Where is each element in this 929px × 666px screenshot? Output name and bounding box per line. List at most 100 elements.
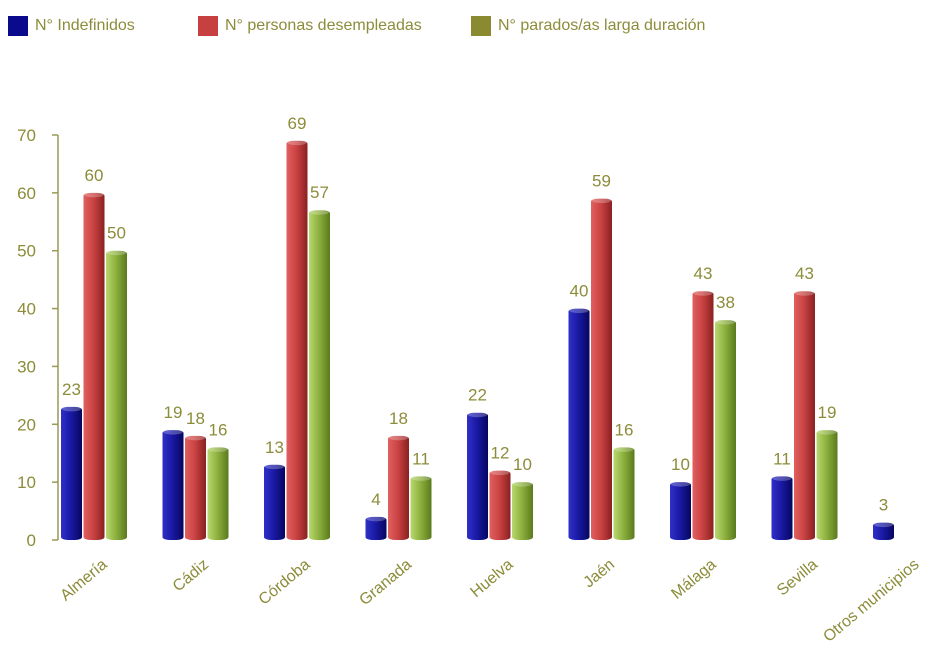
legend-label-larga-duracion: N° parados/as larga duración	[498, 17, 706, 34]
bar-top-highlight	[490, 470, 510, 476]
bar-0-1	[162, 430, 184, 540]
category-label-7: Sevilla	[774, 556, 821, 599]
category-label-3: Granada	[356, 556, 415, 609]
bar-2-4	[512, 482, 533, 540]
bar-0-3	[365, 516, 387, 540]
bar-2-0	[106, 250, 127, 540]
data-label-2-5: 16	[615, 420, 634, 439]
data-label-0-8: 3	[879, 496, 888, 515]
y-tick-label: 30	[17, 357, 36, 376]
y-tick-label: 10	[17, 473, 36, 492]
bar-1-5	[591, 198, 612, 540]
bar-0-0	[61, 406, 82, 540]
bar-top-highlight	[716, 319, 735, 325]
data-label-0-6: 10	[671, 455, 690, 474]
bar-top-highlight	[287, 140, 307, 146]
data-label-2-7: 19	[818, 403, 837, 422]
bar-top-highlight	[513, 481, 532, 487]
bar-top-highlight	[693, 290, 713, 296]
category-label-4: Huelva	[467, 556, 516, 601]
bar-0-5	[568, 308, 590, 540]
y-tick-label: 60	[17, 184, 36, 203]
data-label-1-5: 59	[592, 172, 611, 191]
y-tick-label: 50	[17, 242, 36, 261]
data-label-1-3: 18	[389, 409, 408, 428]
data-label-1-2: 69	[288, 114, 307, 133]
legend-item-indefinidos: N° Indefinidos	[8, 16, 135, 36]
legend-label-indefinidos: N° Indefinidos	[35, 17, 135, 34]
data-label-2-6: 38	[716, 293, 735, 312]
bar-1-3	[388, 435, 409, 540]
y-tick-label: 70	[17, 126, 36, 145]
category-label-5: Jaén	[581, 556, 619, 591]
legend-swatch-larga-duracion	[471, 16, 491, 36]
data-label-2-2: 57	[310, 183, 329, 202]
category-label-1: Cádiz	[170, 556, 212, 595]
bar-top-highlight	[874, 522, 893, 528]
legend-item-larga-duracion: N° parados/as larga duración	[471, 16, 705, 36]
bar-1-7	[794, 291, 815, 540]
category-label-2: Córdoba	[256, 556, 314, 609]
bar-2-5	[613, 447, 635, 540]
bar-top-highlight	[107, 250, 126, 256]
data-label-1-6: 43	[694, 264, 713, 283]
data-label-1-1: 18	[186, 409, 205, 428]
data-label-0-7: 11	[773, 449, 791, 468]
y-tick-label: 20	[17, 415, 36, 434]
bar-top-highlight	[366, 516, 386, 522]
legend-label-desempleadas: N° personas desempleadas	[225, 17, 422, 34]
bar-top-highlight	[817, 429, 837, 435]
data-label-1-7: 43	[795, 264, 814, 283]
bar-2-7	[816, 430, 838, 540]
category-label-8: Otros municipios	[820, 556, 922, 646]
bar-top-highlight	[389, 435, 408, 441]
data-label-2-0: 50	[107, 224, 126, 243]
bar-0-4	[467, 412, 488, 540]
data-label-2-3: 11	[412, 449, 430, 468]
bar-top-highlight	[163, 429, 183, 435]
bar-1-0	[83, 192, 105, 540]
bar-top-highlight	[592, 198, 611, 204]
legend-swatch-indefinidos	[8, 16, 28, 36]
bar-0-6	[670, 482, 691, 540]
category-label-6: Málaga	[668, 556, 719, 603]
bar-top-highlight	[84, 192, 104, 198]
bar-top-highlight	[62, 406, 81, 412]
data-label-0-4: 22	[468, 386, 487, 405]
bar-top-highlight	[795, 290, 814, 296]
bar-2-2	[309, 210, 330, 540]
bar-2-3	[410, 476, 432, 540]
bar-top-highlight	[468, 412, 487, 418]
bar-top-highlight	[614, 446, 634, 452]
data-label-0-5: 40	[570, 282, 589, 301]
data-label-0-0: 23	[62, 380, 81, 399]
bar-1-4	[489, 470, 511, 540]
bar-1-6	[692, 291, 714, 540]
legend-swatch-desempleadas	[198, 16, 218, 36]
bar-2-1	[207, 447, 229, 540]
bar-0-7	[771, 476, 793, 540]
data-label-1-4: 12	[491, 444, 510, 463]
bar-top-highlight	[265, 464, 284, 470]
bars	[61, 140, 894, 541]
bar-1-1	[185, 435, 206, 540]
category-labels: Almería Cádiz Córdoba Granada Huelva Jaén Mála…	[57, 556, 922, 646]
bar-top-highlight	[186, 435, 205, 441]
bar-top-highlight	[310, 209, 329, 215]
bar-0-8	[873, 522, 894, 540]
category-label-0: Almería	[57, 556, 110, 605]
data-label-2-4: 10	[513, 455, 532, 474]
data-label-0-3: 4	[371, 490, 380, 509]
bar-top-highlight	[569, 308, 589, 314]
bar-1-2	[286, 140, 308, 541]
data-label-2-1: 16	[209, 420, 228, 439]
bar-2-6	[715, 320, 736, 540]
bar-top-highlight	[208, 446, 228, 452]
y-axis: 0 10 20 30 40 50 60 70	[17, 126, 59, 550]
data-label-1-0: 60	[85, 166, 104, 185]
y-tick-label: 0	[27, 531, 36, 550]
bar-top-highlight	[772, 475, 792, 481]
bar-0-2	[264, 464, 285, 540]
